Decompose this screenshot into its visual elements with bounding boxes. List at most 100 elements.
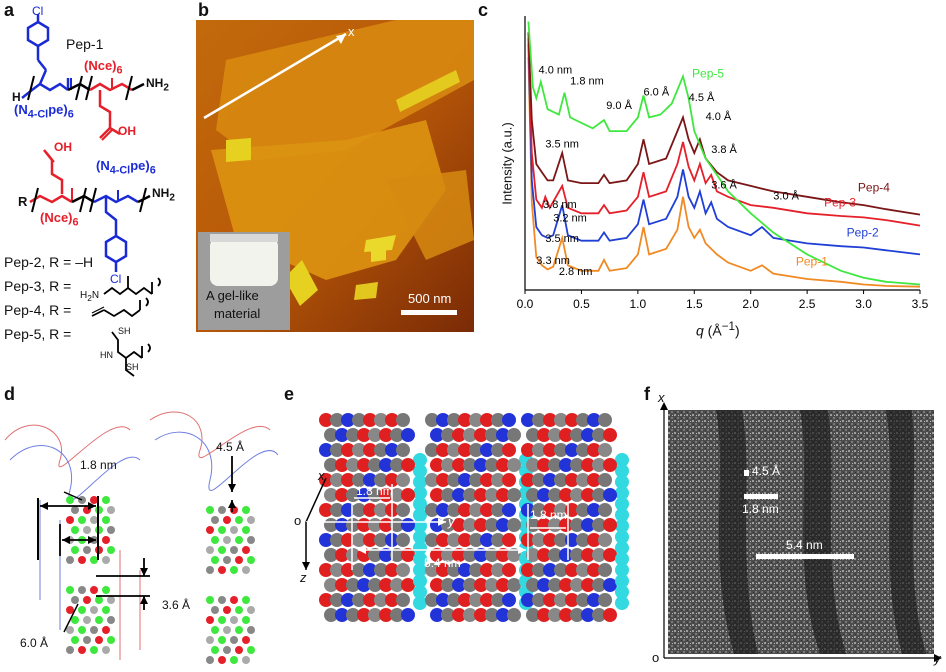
atom-sphere <box>548 488 562 502</box>
series-label-pep-4: Pep-4 <box>858 180 890 194</box>
atom-sphere <box>615 486 629 500</box>
atom-sphere <box>335 608 349 622</box>
atom-sphere <box>603 548 617 562</box>
atom-sphere <box>78 516 86 524</box>
atom-sphere <box>441 488 455 502</box>
series-label-pep-5: Pep-5 <box>692 67 724 81</box>
atom-sphere <box>526 428 540 442</box>
atom-sphere <box>413 552 427 566</box>
peptoid-structures-svg <box>21 14 161 377</box>
e-label-5.4nm: 5.4 nm <box>424 556 461 570</box>
f-scale-1.8nm <box>744 494 778 499</box>
atom-sphere <box>230 616 238 624</box>
atom-sphere <box>480 503 494 517</box>
atom-sphere <box>396 563 410 577</box>
atom-sphere <box>526 458 540 472</box>
atom-sphere <box>330 413 344 427</box>
atom-sphere <box>90 516 98 524</box>
atom-sphere <box>211 646 219 654</box>
atom-sphere <box>90 556 98 564</box>
atom-sphere <box>485 458 499 472</box>
atom-sphere <box>223 606 231 614</box>
peak-annotation: 2.8 nm <box>559 266 593 278</box>
atom-sphere <box>390 578 404 592</box>
atom-sphere <box>396 443 410 457</box>
atom-sphere <box>71 636 79 644</box>
atom-sphere <box>390 488 404 502</box>
atom-sphere <box>430 428 444 442</box>
atom-sphere <box>502 473 516 487</box>
atom-sphere <box>559 548 573 562</box>
atom-sphere <box>537 488 551 502</box>
atom-sphere <box>474 488 488 502</box>
atom-sphere <box>598 533 612 547</box>
atom-sphere <box>90 646 98 654</box>
atom-sphere <box>474 548 488 562</box>
atom-sphere <box>95 636 103 644</box>
atom-sphere <box>374 413 388 427</box>
atom-sphere <box>346 578 360 592</box>
atom-sphere <box>469 443 483 457</box>
atom-sphere <box>71 596 79 604</box>
atom-sphere <box>554 413 568 427</box>
atom-sphere <box>102 556 110 564</box>
atom-sphere <box>570 548 584 562</box>
atom-sphere <box>491 593 505 607</box>
atom-sphere <box>554 533 568 547</box>
atom-sphere <box>581 548 595 562</box>
space-filling-model-svg <box>302 413 629 622</box>
atom-sphere <box>363 533 377 547</box>
f-scale-5.4nm <box>756 554 854 559</box>
atom-sphere <box>548 428 562 442</box>
atom-sphere <box>458 473 472 487</box>
atom-sphere <box>341 413 355 427</box>
em-image-svg <box>660 402 942 662</box>
atom-sphere <box>543 473 557 487</box>
atom-sphere <box>390 428 404 442</box>
atom-sphere <box>324 608 338 622</box>
atom-sphere <box>570 458 584 472</box>
atom-sphere <box>570 608 584 622</box>
atom-sphere <box>447 473 461 487</box>
x-tick-label: 3.5 <box>912 297 929 311</box>
atom-sphere <box>396 533 410 547</box>
atom-sphere <box>615 530 629 544</box>
atom-sphere <box>401 488 415 502</box>
atom-sphere <box>615 464 629 478</box>
h-terminus: H <box>12 90 21 104</box>
atom-sphere <box>496 518 510 532</box>
atom-sphere <box>559 578 573 592</box>
atom-sphere <box>615 519 629 533</box>
atom-sphere <box>341 443 355 457</box>
atom-sphere <box>615 508 629 522</box>
atom-sphere <box>447 443 461 457</box>
atom-sphere <box>502 533 516 547</box>
nce-label-2: (Nce)6 <box>40 210 79 229</box>
atom-sphere <box>592 608 606 622</box>
y-axis-label: Intensity (a.u.) <box>499 122 515 205</box>
series-line-pep-5 <box>527 21 921 286</box>
atom-sphere <box>206 616 214 624</box>
nanosheet-1 <box>216 20 474 160</box>
atom-sphere <box>78 606 86 614</box>
d-label-3.6A: 3.6 Å <box>162 598 191 612</box>
f-label-5.4nm: 5.4 nm <box>786 538 823 552</box>
atom-sphere <box>592 428 606 442</box>
atom-sphere <box>363 473 377 487</box>
atom-sphere <box>485 518 499 532</box>
atom-sphere <box>396 413 410 427</box>
atom-sphere <box>78 626 86 634</box>
atom-sphere <box>335 428 349 442</box>
x-tick-label: 2.5 <box>799 297 816 311</box>
atom-sphere <box>374 473 388 487</box>
atom-sphere <box>537 428 551 442</box>
e-label-1.8nm-a: 1.8 nm <box>356 484 393 498</box>
atom-sphere <box>107 526 115 534</box>
atom-sphere <box>485 548 499 562</box>
oh-label-1: OH <box>118 124 136 138</box>
atom-sphere <box>463 458 477 472</box>
atom-sphere <box>413 508 427 522</box>
molecular-model-d-svg <box>4 411 279 664</box>
e-label-z: z <box>300 570 307 585</box>
